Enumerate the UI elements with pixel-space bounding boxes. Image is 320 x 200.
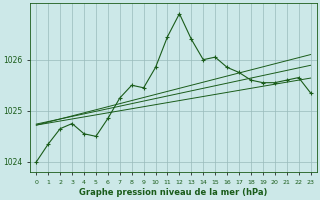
X-axis label: Graphe pression niveau de la mer (hPa): Graphe pression niveau de la mer (hPa) [79, 188, 268, 197]
